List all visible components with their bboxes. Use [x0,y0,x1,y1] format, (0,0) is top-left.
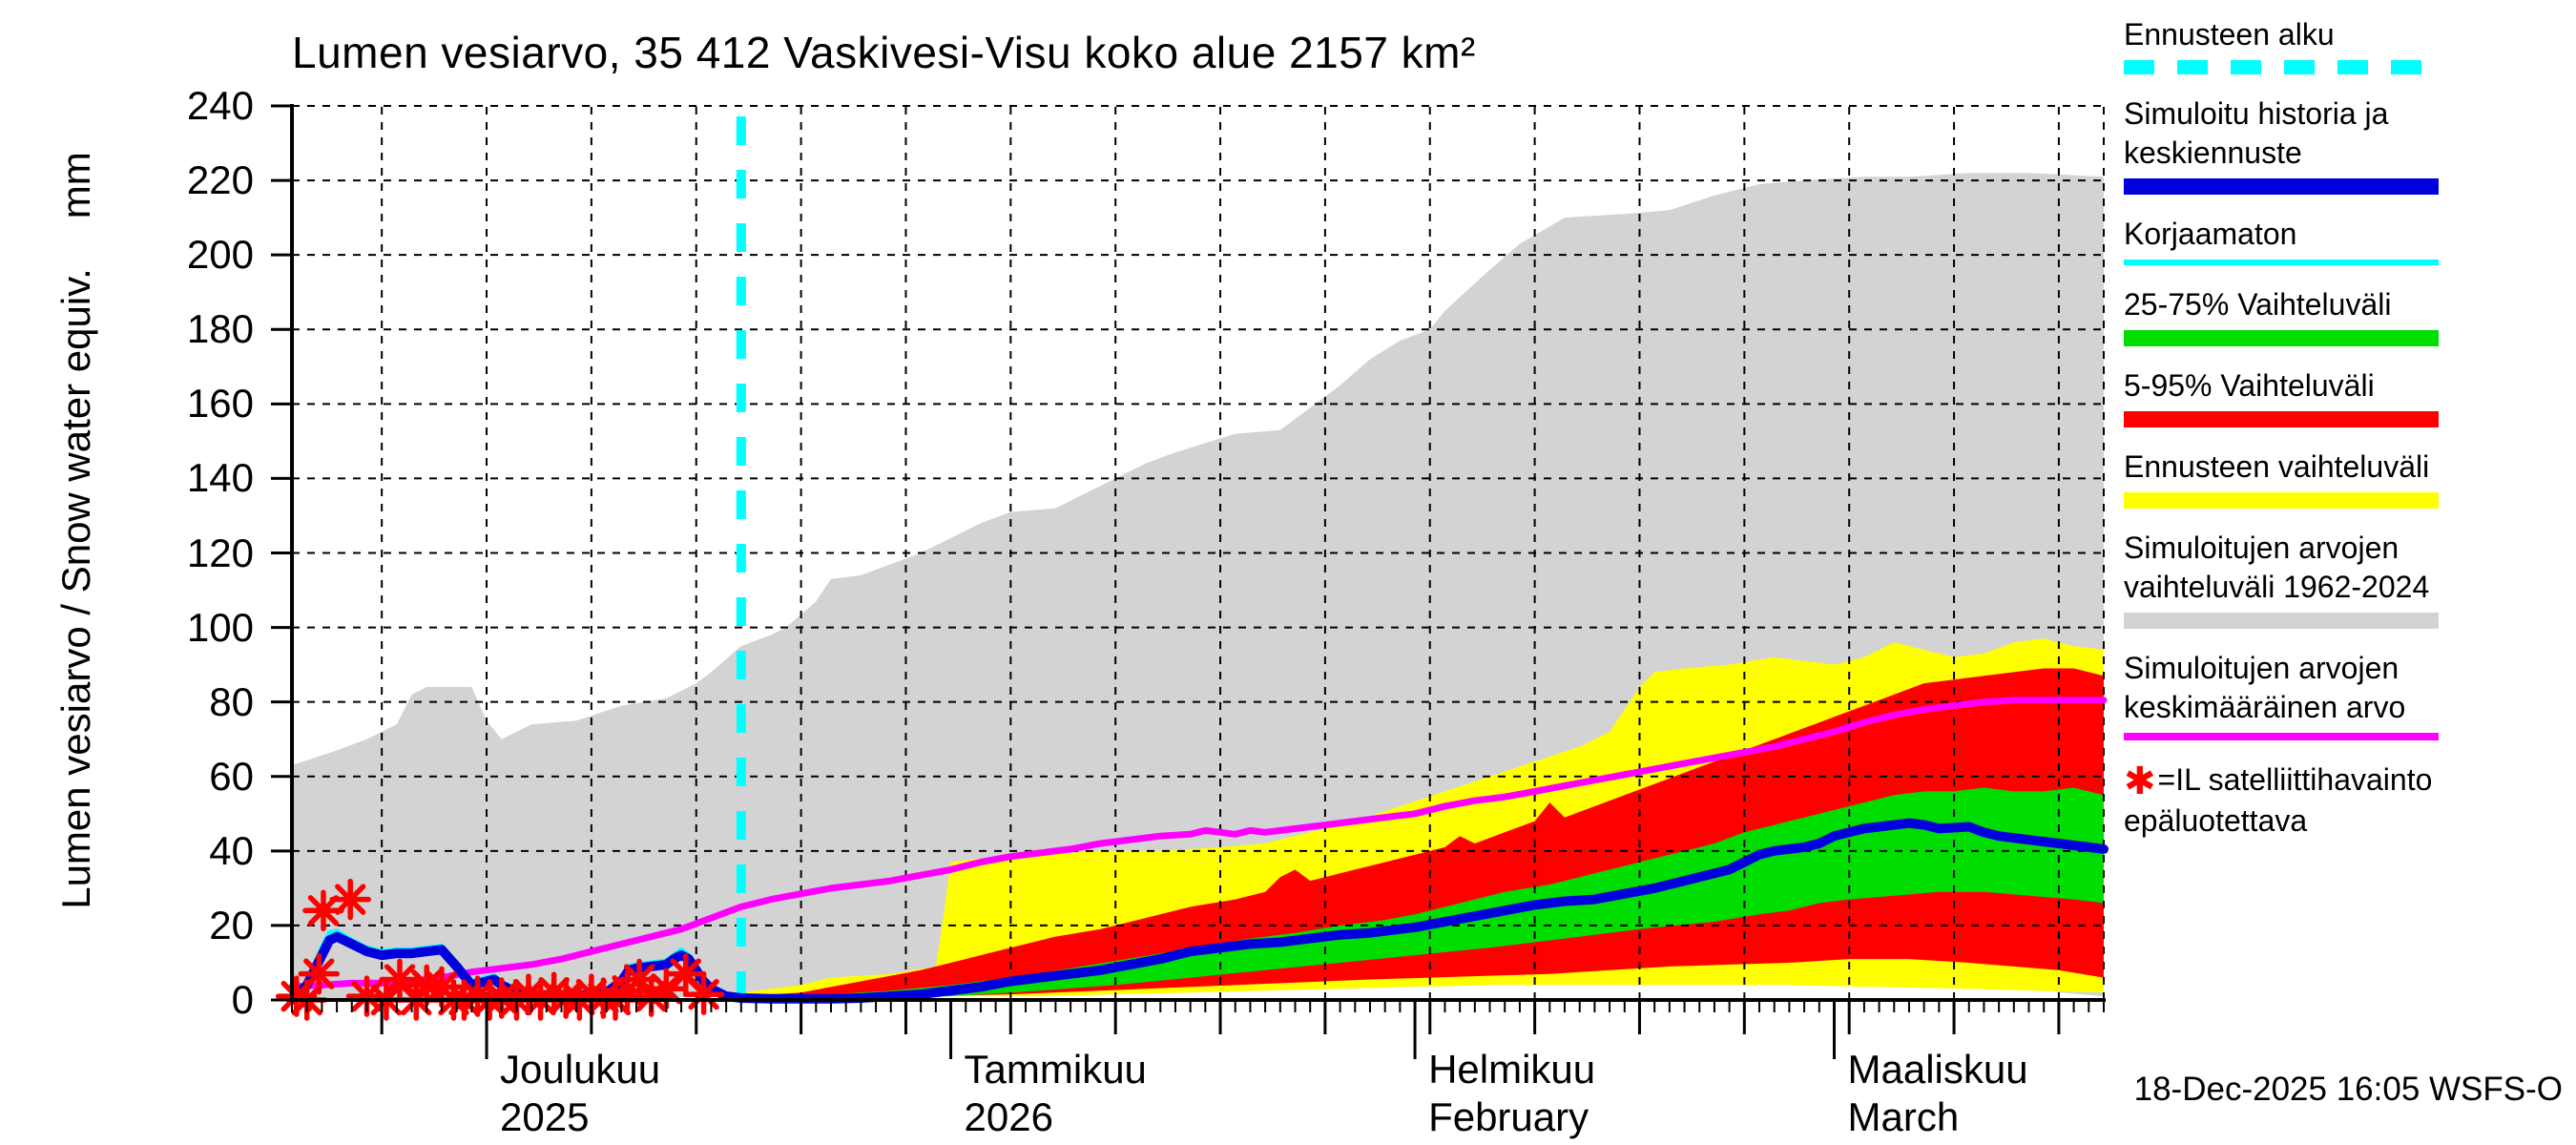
y-axis-label-text: Lumen vesiarvo / Snow water equiv. [53,268,98,909]
asterisk-marker-icon: ✱ [2124,760,2156,802]
legend-label: keskiennuste [2124,135,2302,170]
legend-label: Simuloitujen arvojen [2124,531,2399,565]
satellite-obs-asterisk [302,889,344,932]
legend-label: Simuloitujen arvojen [2124,651,2399,685]
legend-swatch-bar-green [2124,330,2439,346]
legend-label: epäluotettava [2124,803,2308,838]
legend-swatch-bar-gray [2124,613,2439,629]
legend-item: Simuloitujen arvojen keskimääräinen arvo [2124,649,2572,740]
legend-swatch-dash-cyan [2124,60,2439,74]
satellite-obs-asterisk [329,878,371,921]
legend-swatch-line-cyan [2124,260,2439,265]
legend-swatch-bar-yellow [2124,492,2439,509]
satellite-obs-asterisk [665,952,707,995]
legend-label: keskimääräinen arvo [2124,690,2406,724]
y-tick-label: 80 [209,678,254,724]
x-month-label: Helmikuu February [1428,1047,1596,1139]
x-month-label: Joulukuu 2025 [500,1047,661,1139]
legend-label: vaihteluväli 1962-2024 [2124,570,2430,604]
y-axis-label: Lumen vesiarvo / Snow water equiv. mm [50,80,103,981]
legend-label: Korjaamaton [2124,217,2297,251]
legend-swatch-bar-red [2124,411,2439,427]
gridlines [292,105,2105,1000]
chart-title: Lumen vesiarvo, 35 412 Vaskivesi-Visu ko… [292,28,1476,77]
y-tick-label: 20 [209,902,254,947]
y-tick-label: 60 [209,753,254,799]
y-tick-label: 240 [186,83,254,128]
y-tick-label: 140 [186,455,254,501]
y-tick-label: 0 [231,977,254,1022]
satellite-obs-asterisk [682,973,725,1015]
legend-item: Simuloitujen arvojen vaihteluväli 1962-20… [2124,529,2572,629]
axes [271,104,2106,1059]
y-axis-unit: mm [53,152,98,219]
legend-item: Korjaamaton [2124,215,2572,265]
legend-item: Ennusteen alku [2124,15,2572,74]
y-tick-label: 160 [186,381,254,427]
legend-swatch-line-magenta [2124,733,2439,740]
legend-item: Ennusteen vaihteluväli [2124,448,2572,509]
chart-legend: Ennusteen alku Simuloitu historia ja keski… [2124,15,2572,861]
legend-label: Ennusteen vaihteluväli [2124,449,2430,484]
x-month-label: Maaliskuu March [1847,1047,2028,1139]
satellite-obs-asterisk [379,958,421,1001]
x-month-label: Tammikuu 2026 [964,1047,1147,1139]
satellite-obs-asterisk [298,952,340,995]
legend-label: Simuloitu historia ja [2124,96,2389,131]
legend-label: 25-75% Vaihteluväli [2124,287,2392,322]
legend-label: Ennusteen alku [2124,17,2335,52]
timestamp: 18-Dec-2025 16:05 WSFS-O [2133,1071,2563,1108]
line-history-and-median [287,818,2109,1005]
line-simulated-mean [288,697,2108,990]
y-tick-label: 200 [186,232,254,278]
y-tick-label: 120 [186,530,254,575]
chart-bands [292,173,2104,1001]
band-25-75 [740,787,2104,1000]
legend-item: 5-95% Vaihteluväli [2124,366,2572,427]
y-tick-label: 220 [186,157,254,203]
legend-item: 25-75% Vaihteluväli [2124,285,2572,346]
legend-label: ✱=IL satelliittihavainto [2124,760,2433,802]
legend-label: 5-95% Vaihteluväli [2124,368,2375,403]
y-tick-label: 100 [186,604,254,650]
legend-swatch-bar-blue [2124,178,2439,195]
y-tick-label: 40 [209,827,254,873]
y-tick-label: 180 [186,306,254,352]
legend-item: Simuloitu historia ja keskiennuste [2124,94,2572,195]
legend-item: ✱=IL satelliittihavainto epäluotettava [2124,760,2572,841]
